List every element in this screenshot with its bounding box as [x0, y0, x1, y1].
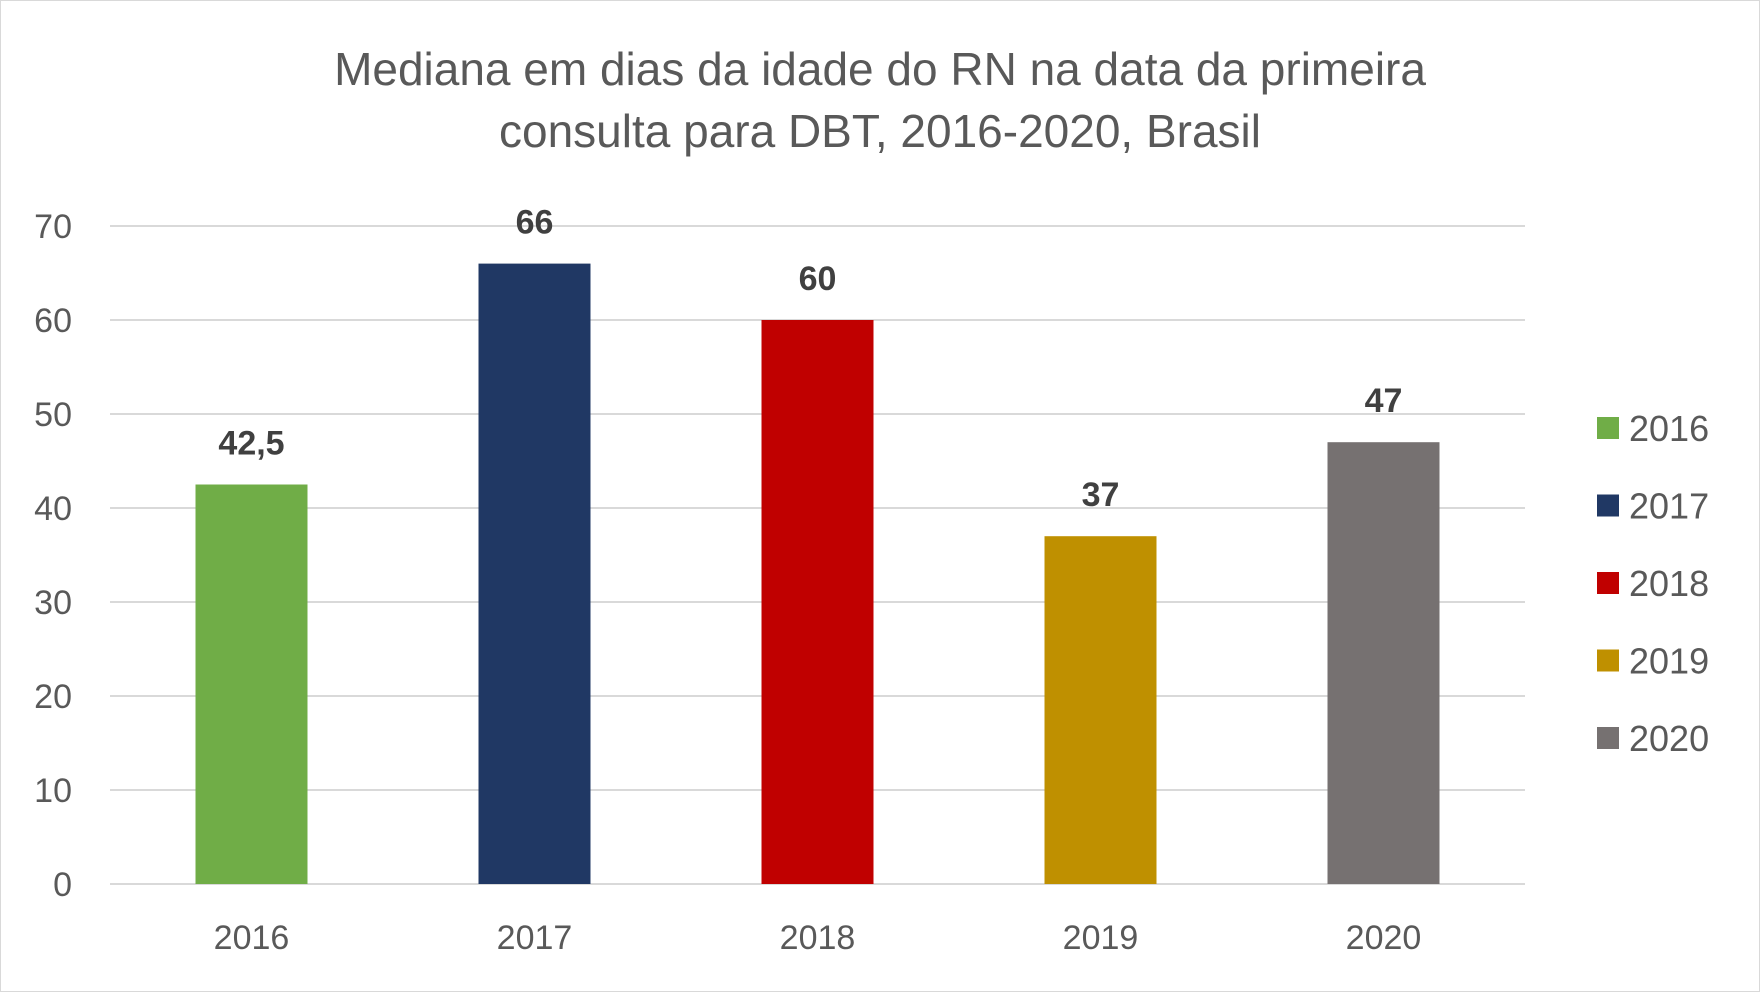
y-tick-label: 70: [34, 208, 72, 246]
y-tick-label: 40: [34, 490, 72, 528]
data-label-2017: 66: [516, 204, 554, 242]
x-tick-label: 2020: [1346, 919, 1422, 957]
legend-item-2020: 2020: [1597, 718, 1709, 759]
legend-label: 2019: [1629, 641, 1709, 682]
bars: [195, 263, 1440, 885]
data-label-2018: 60: [799, 260, 837, 298]
data-labels: 42,5 66 60 37 47: [218, 204, 1402, 515]
y-tick-label: 60: [34, 302, 72, 340]
x-axis-ticks: 2016 2017 2018 2019 2020: [214, 919, 1422, 957]
data-label-2020: 47: [1365, 382, 1403, 420]
chart-title-line-1: Mediana em dias da idade do RN na data d…: [334, 43, 1426, 95]
legend-label: 2018: [1629, 563, 1709, 604]
legend-swatch: [1597, 494, 1619, 517]
chart-title: Mediana em dias da idade do RN na data d…: [0, 38, 1760, 162]
bar-2017: [478, 263, 591, 885]
bar-2016: [195, 484, 308, 884]
chart-title-line-2: consulta para DBT, 2016-2020, Brasil: [499, 105, 1261, 157]
bar-2020: [1327, 442, 1440, 884]
legend-swatch: [1597, 417, 1619, 439]
legend-label: 2020: [1629, 718, 1709, 759]
y-tick-label: 50: [34, 396, 72, 434]
y-tick-label: 0: [53, 866, 72, 904]
x-tick-label: 2016: [214, 919, 290, 957]
y-axis-ticks: 0 10 20 30 40 50 60 70: [34, 208, 72, 904]
legend-item-2018: 2018: [1597, 563, 1709, 604]
legend-swatch: [1597, 727, 1619, 749]
y-tick-label: 20: [34, 678, 72, 716]
legend-swatch: [1597, 572, 1619, 594]
y-tick-label: 10: [34, 772, 72, 810]
legend-item-2017: 2017: [1597, 486, 1709, 527]
legend-item-2019: 2019: [1597, 641, 1709, 682]
bar-2018: [761, 320, 874, 884]
legend-item-2016: 2016: [1597, 408, 1709, 449]
x-tick-label: 2017: [497, 919, 573, 957]
bar-2019: [1044, 536, 1157, 884]
y-tick-label: 30: [34, 584, 72, 622]
legend-label: 2017: [1629, 486, 1709, 527]
legend-swatch: [1597, 649, 1619, 672]
data-label-2019: 37: [1082, 476, 1120, 514]
x-tick-label: 2018: [780, 919, 856, 957]
legend: 2016 2017 2018 2019 2020: [1597, 408, 1709, 759]
data-label-2016: 42,5: [218, 425, 284, 463]
x-tick-label: 2019: [1063, 919, 1139, 957]
legend-label: 2016: [1629, 408, 1709, 449]
